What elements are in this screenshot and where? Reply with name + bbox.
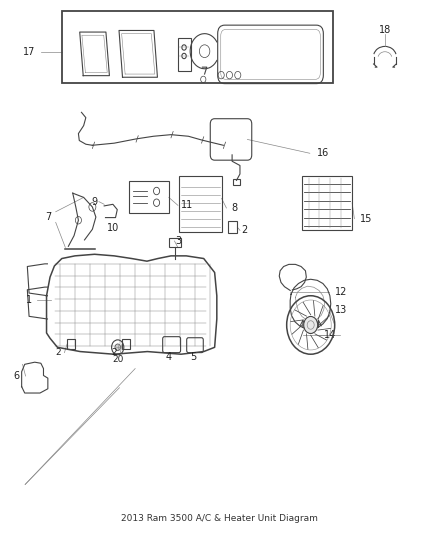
- Text: 1: 1: [26, 295, 32, 305]
- Text: 4: 4: [166, 352, 172, 362]
- Bar: [302, 175, 352, 230]
- Text: 2013 Ram 3500 A/C & Heater Unit Diagram: 2013 Ram 3500 A/C & Heater Unit Diagram: [120, 514, 318, 523]
- Text: 16: 16: [317, 148, 329, 158]
- Bar: [62, 11, 332, 83]
- Bar: [233, 179, 240, 184]
- Circle shape: [304, 317, 318, 334]
- Text: 5: 5: [191, 352, 197, 362]
- Text: 11: 11: [181, 200, 194, 211]
- Bar: [122, 340, 130, 349]
- Text: 18: 18: [379, 25, 391, 35]
- Text: 3: 3: [176, 236, 182, 246]
- Text: 8: 8: [231, 203, 237, 213]
- Bar: [179, 176, 222, 232]
- Text: 12: 12: [335, 287, 347, 297]
- Text: 13: 13: [335, 305, 347, 315]
- Text: 17: 17: [23, 47, 35, 56]
- Text: 2: 2: [56, 348, 61, 357]
- Text: 14: 14: [324, 329, 336, 340]
- Text: 6: 6: [13, 371, 19, 381]
- Bar: [130, 181, 169, 213]
- Bar: [228, 221, 237, 233]
- Text: 10: 10: [107, 223, 119, 233]
- Text: 20: 20: [112, 354, 124, 364]
- Text: 2: 2: [111, 348, 117, 357]
- Text: 15: 15: [360, 214, 372, 224]
- Circle shape: [115, 344, 120, 351]
- Bar: [169, 238, 181, 247]
- Bar: [177, 38, 191, 71]
- Text: 9: 9: [92, 197, 98, 207]
- Text: 7: 7: [45, 212, 51, 222]
- Bar: [67, 340, 75, 349]
- Text: 2: 2: [241, 225, 247, 236]
